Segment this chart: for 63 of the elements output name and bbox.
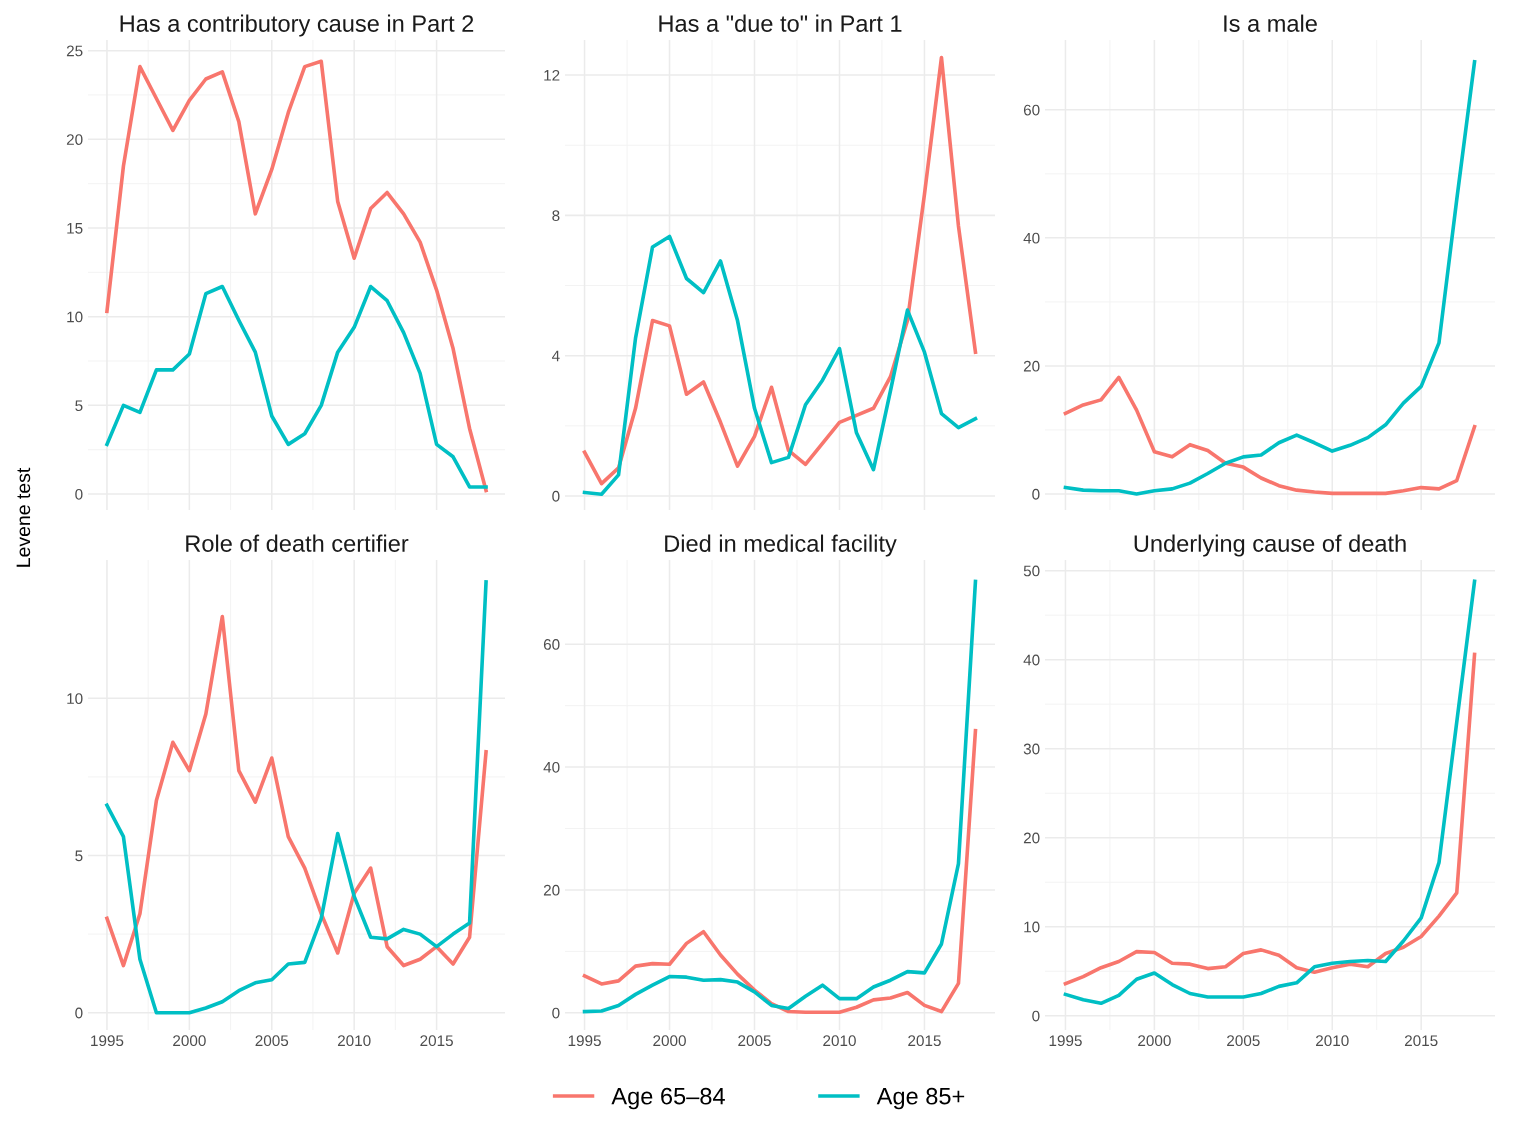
y-tick-label: 5 (75, 400, 83, 412)
y-tick-label: 4 (551, 350, 560, 362)
y-tick-label: 0 (552, 1007, 560, 1019)
line-series (105, 59, 488, 493)
line-series (105, 614, 488, 968)
y-tick-label: 30 (1023, 743, 1040, 755)
line-series (582, 55, 978, 486)
line-series (105, 284, 488, 489)
x-tick-label: 2005 (738, 1035, 771, 1047)
legend-label: Age 65–84 (611, 1087, 725, 1110)
x-tick-label: 2005 (1227, 1035, 1260, 1047)
line-series (1063, 579, 1477, 1006)
x-tick-label: 1995 (1049, 1035, 1082, 1047)
y-tick-label: 12 (544, 69, 560, 81)
line-series (582, 234, 978, 497)
line-series (1063, 375, 1477, 496)
chart-title: Has a "due to" in Part 1 (659, 14, 902, 32)
x-tick-label: 2015 (908, 1035, 941, 1047)
y-tick-label: 10 (67, 311, 83, 323)
y-axis-title: Levene test (16, 467, 31, 567)
chart-title: Role of death certifier (186, 534, 409, 552)
y-tick-label: 15 (67, 223, 83, 234)
x-tick-label: 2000 (173, 1035, 206, 1047)
x-tick-label: 1995 (91, 1035, 124, 1047)
line-series (105, 580, 488, 1015)
x-tick-label: 2010 (1316, 1035, 1349, 1047)
x-tick-label: 2000 (653, 1035, 686, 1047)
x-tick-label: 2010 (823, 1035, 856, 1047)
y-tick-label: 10 (1024, 921, 1040, 933)
y-tick-label: 40 (1023, 232, 1040, 244)
y-tick-label: 0 (1032, 488, 1040, 500)
y-tick-label: 8 (552, 210, 560, 222)
line-series (1063, 652, 1477, 986)
chart-title: Is a male (1224, 14, 1317, 32)
y-tick-label: 0 (552, 490, 560, 502)
y-tick-label: 20 (66, 134, 83, 146)
line-series (1063, 59, 1477, 496)
y-tick-label: 0 (75, 1007, 83, 1019)
y-tick-label: 50 (1023, 565, 1040, 577)
x-tick-label: 2010 (337, 1035, 371, 1047)
y-tick-label: 40 (543, 761, 560, 773)
x-tick-label: 2015 (1404, 1035, 1438, 1047)
y-tick-label: 0 (75, 488, 83, 500)
y-tick-label: 40 (1023, 654, 1040, 666)
y-tick-label: 20 (543, 884, 560, 896)
legend-label: Age 85+ (876, 1087, 965, 1110)
x-tick-label: 2005 (255, 1035, 289, 1047)
y-tick-label: 10 (67, 693, 83, 705)
y-tick-label: 20 (1023, 832, 1040, 844)
y-tick-label: 25 (66, 45, 83, 57)
x-tick-label: 2000 (1138, 1035, 1171, 1047)
chart-title: Died in medical facility (665, 534, 897, 557)
y-tick-label: 60 (1023, 104, 1040, 116)
line-series (582, 579, 978, 1014)
x-tick-label: 1995 (568, 1035, 601, 1047)
chart-title: Underlying cause of death (1134, 534, 1406, 557)
line-series (582, 728, 978, 1014)
y-tick-label: 5 (75, 850, 83, 862)
y-tick-label: 60 (543, 639, 560, 650)
x-tick-label: 2015 (420, 1035, 453, 1047)
y-tick-label: 20 (1023, 360, 1040, 372)
chart-title: Has a contributory cause in Part 2 (120, 14, 474, 37)
y-tick-label: 0 (1032, 1010, 1040, 1022)
